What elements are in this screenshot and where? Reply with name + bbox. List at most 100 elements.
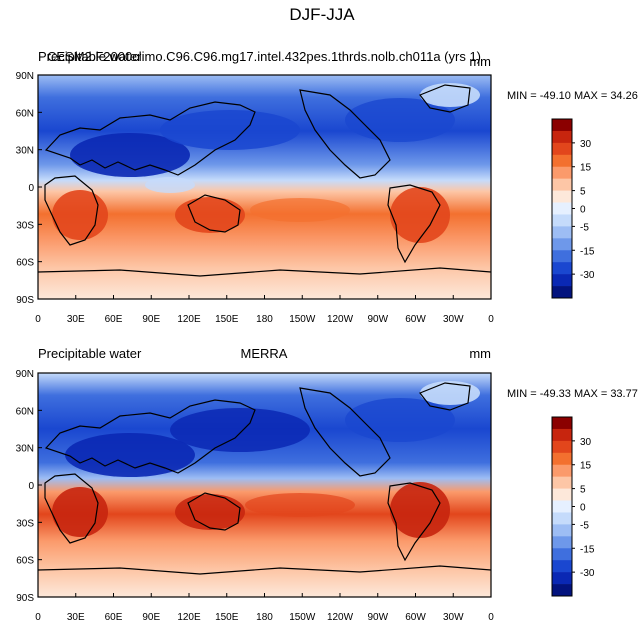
bottom-colorbar: 30 15 5 0 -5 -15 -30 — [551, 416, 595, 597]
top-y-tick-label: 90N — [16, 71, 34, 82]
top-colorbar-swatch — [552, 238, 572, 251]
bottom-colorbar-swatch — [552, 476, 572, 489]
bottom-colorbar-label: -30 — [580, 568, 595, 579]
bottom-x-axis: 0 30E 60E 90E 120E 150E 180 150W 120W 90W 60W 30W 0 — [35, 593, 494, 623]
bottom-y-tick-label: 90N — [16, 369, 34, 380]
bottom-colorbar-swatch — [552, 428, 572, 442]
top-x-tick-label: 0 — [35, 314, 41, 325]
bottom-colorbar-swatch — [552, 464, 572, 477]
top-left-label: Precipitable water — [38, 49, 142, 64]
top-y-tick-label: 0 — [28, 183, 34, 194]
top-colorbar-label: -15 — [580, 246, 595, 257]
bottom-colorbar-swatch — [552, 452, 572, 466]
bottom-colorbar-swatch — [552, 440, 572, 454]
bottom-colorbar-label: -15 — [580, 544, 595, 555]
top-colorbar-label: -30 — [580, 270, 595, 281]
top-colorbar-label: 5 — [580, 187, 586, 198]
bottom-colorbar-swatch — [552, 512, 572, 525]
bottom-x-tick-label: 180 — [256, 612, 273, 623]
bottom-x-tick-label: 0 — [35, 612, 41, 623]
top-y-tick-label: 60N — [16, 108, 34, 119]
top-colorbar-swatch — [552, 274, 572, 287]
top-center-label: CESM2.F2000climo.C96.C96.mg17.intel.432p… — [47, 49, 481, 64]
bottom-x-tick-label: 0 — [488, 612, 494, 623]
top-colorbar-swatch — [552, 226, 572, 239]
top-x-tick-label: 150E — [215, 314, 239, 325]
top-colorbar-swatch — [552, 286, 572, 299]
bottom-colorbar-swatch — [552, 584, 572, 597]
bottom-x-tick-label: 150W — [289, 612, 316, 623]
top-coastlines — [38, 84, 491, 277]
top-x-tick-label: 60W — [405, 314, 426, 325]
top-colorbar-swatch — [552, 119, 572, 132]
top-colorbar-swatch — [552, 178, 572, 191]
top-colorbar-swatch — [552, 262, 572, 275]
bottom-left-label: Precipitable water — [38, 346, 142, 361]
bottom-x-tick-label: 30E — [67, 612, 85, 623]
top-y-tick-label: 30S — [16, 220, 34, 231]
top-x-axis: 0 30E 60E 90E 120E 150E 180 150W 120W 90W 60W 30W 0 — [35, 295, 494, 325]
bottom-y-tick-label: 30N — [16, 444, 34, 455]
bottom-x-tick-label: 30W — [443, 612, 464, 623]
bottom-center-label: MERRA — [241, 346, 288, 361]
bottom-colorbar-swatch — [552, 500, 572, 513]
bottom-colorbar-swatch — [552, 560, 572, 573]
bottom-colorbar-label: 0 — [580, 503, 586, 514]
top-y-tick-label: 30N — [16, 146, 34, 157]
top-y-tick-label: 60S — [16, 258, 34, 269]
top-colorbar-label: 0 — [580, 205, 586, 216]
top-colorbar-label: 30 — [580, 139, 592, 150]
bottom-colorbar-swatch — [552, 548, 572, 561]
top-colorbar-label: -5 — [580, 222, 589, 233]
top-colorbar-swatch — [552, 202, 572, 215]
top-y-tick-label: 90S — [16, 295, 34, 306]
bottom-colorbar-label: 5 — [580, 485, 586, 496]
top-units-label: mm — [469, 54, 491, 69]
bottom-y-tick-label: 60N — [16, 406, 34, 417]
top-x-tick-label: 120E — [177, 314, 201, 325]
bottom-y-tick-label: 90S — [16, 593, 34, 604]
bottom-x-tick-label: 90W — [367, 612, 388, 623]
top-map-field — [38, 75, 491, 299]
bottom-y-tick-label: 30S — [16, 518, 34, 529]
bottom-x-tick-label: 60E — [105, 612, 123, 623]
bottom-panel: Precipitable water MERRA mm MIN = -49.33… — [16, 346, 638, 623]
bottom-x-tick-label: 90E — [142, 612, 160, 623]
top-x-tick-label: 30E — [67, 314, 85, 325]
bottom-colorbar-swatch — [552, 488, 572, 501]
top-colorbar-swatch — [552, 130, 572, 144]
bottom-units-label: mm — [469, 346, 491, 361]
top-x-tick-label: 30W — [443, 314, 464, 325]
bottom-x-tick-label: 60W — [405, 612, 426, 623]
top-colorbar-swatch — [552, 190, 572, 203]
bottom-colorbar-label: -5 — [580, 520, 589, 531]
top-y-axis: 90N 60N 30N 0 30S 60S 90S — [16, 71, 42, 306]
bottom-colorbar-label: 30 — [580, 437, 592, 448]
top-colorbar-label: 15 — [580, 163, 592, 174]
top-colorbar-swatch — [552, 166, 572, 179]
top-x-tick-label: 0 — [488, 314, 494, 325]
top-x-tick-label: 180 — [256, 314, 273, 325]
bottom-colorbar-swatch — [552, 417, 572, 430]
top-colorbar-swatch — [552, 154, 572, 168]
top-colorbar-swatch — [552, 250, 572, 263]
top-colorbar: 30 15 5 0 -5 -15 -30 — [551, 118, 595, 299]
top-x-tick-label: 150W — [289, 314, 316, 325]
bottom-y-tick-label: 60S — [16, 556, 34, 567]
bottom-map-field — [38, 373, 491, 597]
bottom-colorbar-swatch — [552, 572, 572, 585]
bottom-colorbar-swatch — [552, 536, 572, 549]
bottom-y-axis: 90N 60N 30N 0 30S 60S 90S — [16, 369, 42, 604]
bottom-x-tick-label: 120W — [327, 612, 354, 623]
top-x-tick-label: 120W — [327, 314, 354, 325]
figure-title: DJF-JJA — [289, 5, 355, 24]
bottom-x-tick-label: 150E — [215, 612, 239, 623]
bottom-y-tick-label: 0 — [28, 481, 34, 492]
top-x-tick-label: 90E — [142, 314, 160, 325]
top-panel: Precipitable water CESM2.F2000climo.C96.… — [16, 49, 638, 325]
bottom-coastlines — [38, 382, 491, 575]
bottom-colorbar-label: 15 — [580, 461, 592, 472]
top-colorbar-swatch — [552, 142, 572, 156]
bottom-stats: MIN = -49.33 MAX = 33.77 — [507, 388, 638, 400]
